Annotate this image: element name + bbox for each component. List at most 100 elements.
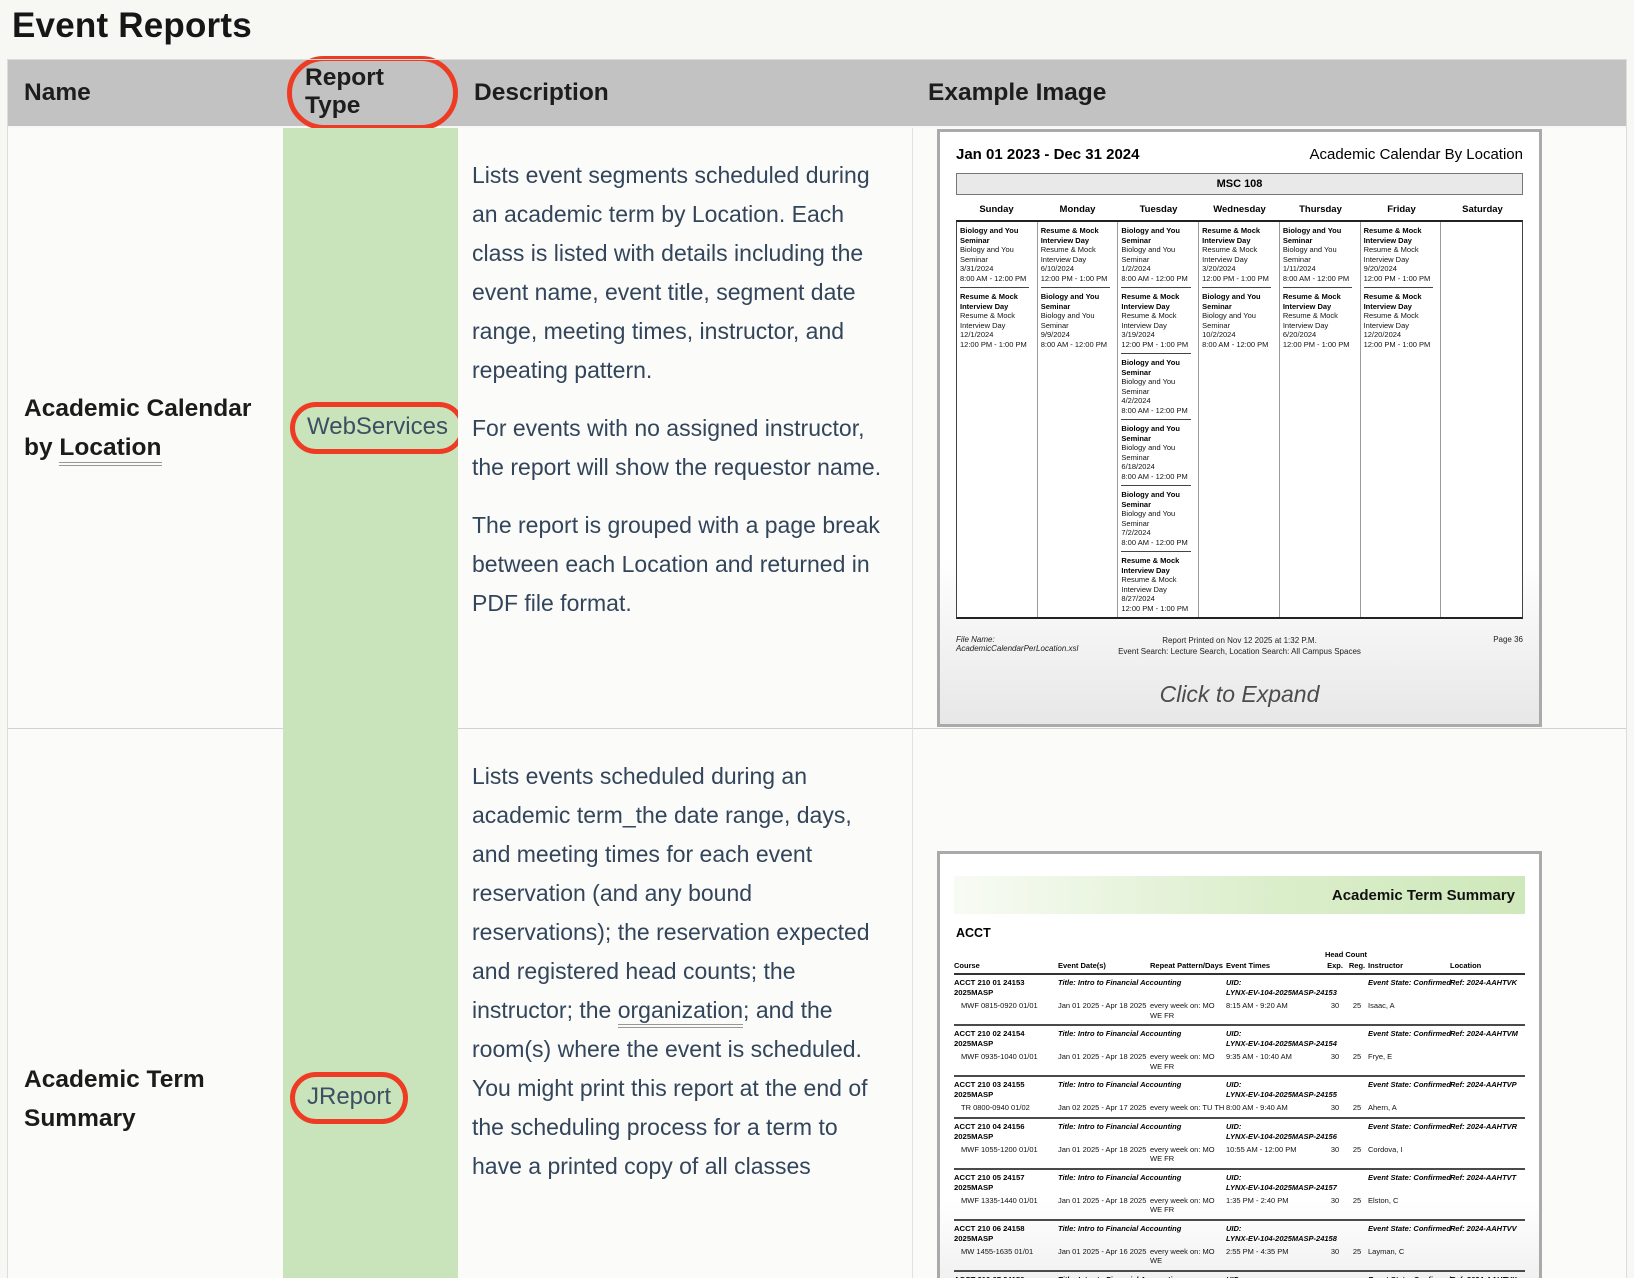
- calendar-event-time: 8:00 AM - 12:00 PM: [1121, 537, 1188, 547]
- calendar-event-name: Resume & Mock Interview Day: [1121, 292, 1180, 311]
- summary-row-line2: MW 1455-1635 01/01 Jan 01 2025 - Apr 16 2…: [954, 1247, 1525, 1266]
- expected-head-count: 30: [1330, 1052, 1340, 1061]
- calendar-room-header: MSC 108: [956, 173, 1523, 195]
- calendar-report-preview[interactable]: Jan 01 2023 - Dec 31 2024 Academic Calen…: [937, 129, 1542, 727]
- calendar-event-date: 10/2/2024: [1202, 330, 1236, 339]
- report-name-academic-calendar-by-location: Academic Calendar by Location: [8, 128, 283, 728]
- event-divider: [1121, 353, 1191, 354]
- event-ref: Ref: 2024-AAHTVK: [1450, 978, 1518, 987]
- course-title: Title: Intro to Financial Accounting: [1058, 1080, 1182, 1089]
- calendar-event-time: 8:00 AM - 12:00 PM: [1121, 273, 1188, 283]
- registered-head-count: 25: [1352, 1052, 1362, 1061]
- glossary-term-organization[interactable]: organization: [617, 997, 744, 1028]
- event-ref: Ref: 2024-AAHTVX: [1450, 1275, 1529, 1278]
- calendar-event-name: Resume & Mock Interview Day: [1363, 292, 1422, 311]
- calendar-event-title: Biology and You Seminar: [960, 245, 1014, 264]
- expected-head-count: 30: [1330, 1103, 1340, 1112]
- event-divider: [1121, 485, 1191, 486]
- report-type-cell-webservices: WebServices: [283, 128, 465, 728]
- uid-value: LYNX-EV-104-2025MASP-24156: [1226, 1131, 1337, 1141]
- uid-label: UID:: [1226, 1172, 1242, 1182]
- registered-head-count: 25: [1352, 1144, 1362, 1154]
- event-times: 8:00 AM - 9:40 AM: [1226, 1103, 1288, 1112]
- event-divider: [1121, 419, 1191, 420]
- calendar-event-date: 8/27/2024: [1121, 594, 1155, 603]
- event-state: Event State: Confirmed: [1368, 1080, 1451, 1089]
- report-type-value: WebServices: [307, 413, 448, 440]
- event-divider: [960, 287, 1030, 288]
- summary-row-line1: ACCT 210 03 24155 2025MASP Title: Intro to…: [954, 1080, 1525, 1100]
- expected-head-count: 30: [1330, 1195, 1340, 1205]
- glossary-term-location[interactable]: Location: [59, 434, 162, 466]
- calendar-event-name: Biology and You Seminar: [960, 226, 1019, 245]
- reports-table: Name Report Type Description Example Ima…: [7, 56, 1627, 1278]
- course-id: ACCT 210 05 24157: [954, 1172, 1025, 1182]
- uid-block: UID: LYNX-EV-104-2025MASP-24155: [1226, 1080, 1368, 1100]
- term-summary-row: ACCT 210 07 241592025MASPTitle: Intro to…: [954, 1272, 1525, 1278]
- calendar-event-date: 3/31/2024: [960, 264, 994, 273]
- course-term: 2025MASP: [954, 1131, 994, 1141]
- calendar-report: Jan 01 2023 - Dec 31 2024 Academic Calen…: [940, 132, 1539, 657]
- calendar-event-name: Resume & Mock Interview Day: [1282, 292, 1341, 311]
- event-state: Event State: Confirmed: [1368, 1172, 1451, 1182]
- course-block: ACCT 210 07 241592025MASP: [954, 1275, 1058, 1278]
- calendar-event-name: Biology and You Seminar: [1121, 424, 1180, 443]
- calendar-footer: File Name: AcademicCalendarPerLocation.x…: [956, 635, 1523, 657]
- description-paragraph: For events with no assigned instructor, …: [472, 415, 882, 480]
- calendar-event-date: 9/9/2024: [1040, 330, 1070, 339]
- calendar-event-title: Resume & Mock Interview Day: [1363, 311, 1419, 330]
- calendar-event-name: Resume & Mock Interview Day: [1202, 226, 1261, 245]
- calendar-event-title: Resume & Mock Interview Day: [1040, 245, 1096, 264]
- calendar-event-title: Biology and You Seminar: [1202, 311, 1256, 330]
- calendar-grid: Biology and You Seminar Biology and You S…: [956, 220, 1523, 619]
- calendar-event-time: 12:00 PM - 1:00 PM: [1363, 339, 1431, 349]
- calendar-event-name: Biology and You Seminar: [1121, 490, 1180, 509]
- term-summary-column-headers: Head Count Course Event Date(s) Repeat P…: [954, 950, 1525, 975]
- calendar-event-date: 7/2/2024: [1121, 528, 1151, 537]
- calendar-event-time: 8:00 AM - 12:00 PM: [1121, 405, 1188, 415]
- summary-row-line2: TR 0800-0940 01/02 Jan 02 2025 - Apr 17 2…: [954, 1103, 1525, 1113]
- report-name-text: Academic Calendar by Location: [24, 389, 273, 467]
- column-header-name: Name: [8, 60, 283, 128]
- event-state: Event State: Confirmed: [1368, 1121, 1451, 1131]
- term-summary-report-preview[interactable]: Academic Term Summary ACCT Head Count Co…: [937, 851, 1542, 1278]
- event-divider: [1040, 287, 1110, 288]
- calendar-event-date: 6/18/2024: [1121, 462, 1155, 471]
- registered-head-count: 25: [1352, 1103, 1362, 1112]
- summary-row-line1: ACCT 210 04 24156 2025MASP Title: Intro to…: [954, 1122, 1525, 1142]
- location-value: [1450, 1103, 1529, 1113]
- calendar-event-title: Biology and You Seminar: [1282, 245, 1337, 264]
- course-id: ACCT 210 02 24154: [954, 1029, 1025, 1038]
- click-to-expand-label[interactable]: Click to Expand: [1159, 681, 1320, 707]
- calendar-page-number: Page 36: [1493, 635, 1523, 644]
- calendar-day-column: Resume & Mock Interview Day Resume & Mock…: [1361, 222, 1442, 617]
- calendar-event-time: 8:00 AM - 12:00 PM: [1040, 339, 1107, 349]
- uid-block: UID: LYNX-EV-104-2025MASP-24157: [1226, 1173, 1368, 1193]
- course-block: ACCT 210 03 24155 2025MASP: [954, 1080, 1058, 1100]
- column-header-description: Description: [458, 60, 912, 128]
- col-instructor: Instructor: [1368, 961, 1404, 970]
- course-block: ACCT 210 06 24158 2025MASP: [954, 1224, 1058, 1244]
- calendar-day-headers: Sunday Monday Tuesday Wednesday Thursday Frid…: [956, 197, 1523, 220]
- calendar-event-name: Biology and You Seminar: [1121, 226, 1180, 245]
- term-summary-report: Academic Term Summary ACCT Head Count Co…: [940, 854, 1539, 1278]
- calendar-event-time: 12:00 PM - 1:00 PM: [960, 339, 1027, 349]
- calendar-event-date: 1/2/2024: [1121, 264, 1151, 273]
- calendar-event-date: 3/20/2024: [1202, 264, 1236, 273]
- calendar-event-title: Biology and You Seminar: [1040, 311, 1095, 330]
- calendar-day-label: Friday: [1387, 204, 1416, 215]
- red-annotation-circle: JReport: [290, 1072, 409, 1124]
- example-image-cell-calendar: Jan 01 2023 - Dec 31 2024 Academic Calen…: [912, 128, 1626, 728]
- location-value: [1450, 1052, 1529, 1071]
- uid-value: LYNX-EV-104-2025MASP-24157: [1226, 1182, 1337, 1192]
- repeat-pattern: every week on: MO WE FR: [1150, 1052, 1215, 1071]
- meeting-pattern: MWF 1335-1440 01/01: [961, 1195, 1038, 1205]
- course-block: ACCT 210 05 24157 2025MASP: [954, 1173, 1058, 1193]
- calendar-day-column: Biology and You Seminar Biology and You S…: [1280, 222, 1361, 617]
- course-title: Title: Intro to Financial Accounting: [1058, 1172, 1182, 1182]
- head-count-label: Head Count: [1324, 950, 1368, 959]
- course-title: Title: Intro to Financial Accounting: [1058, 1223, 1182, 1233]
- event-times: 2:55 PM - 4:35 PM: [1226, 1246, 1289, 1256]
- calendar-event-title: Biology and You Seminar: [1121, 377, 1176, 396]
